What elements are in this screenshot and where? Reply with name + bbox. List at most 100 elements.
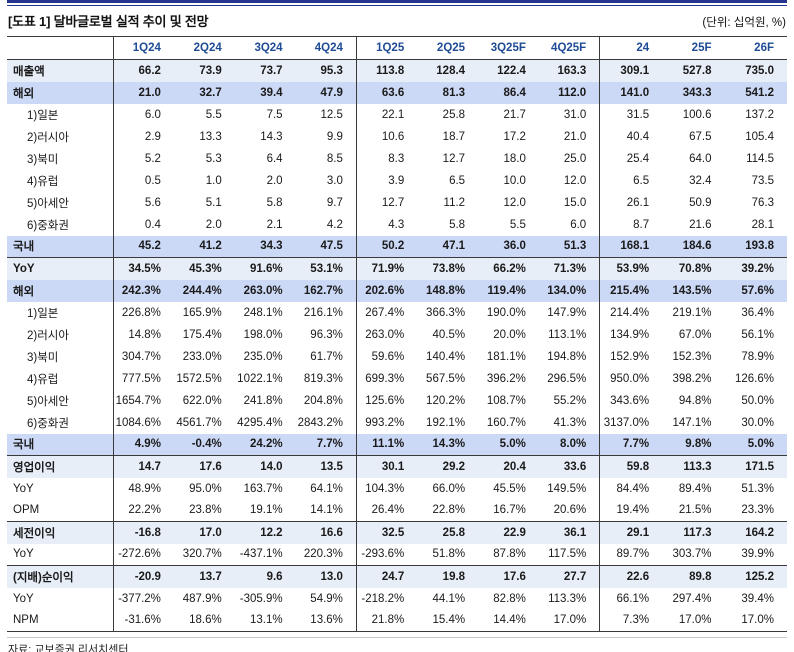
cell: 9.8% xyxy=(662,433,725,456)
table-row: 5)아세안 5.6 5.1 5.8 9.7 12.7 11.2 12.0 15.0 26.1 50.… xyxy=(7,191,787,214)
row-label: 해외 xyxy=(7,81,114,104)
row-label: 6)중화권 xyxy=(7,213,114,236)
cell: -20.9 xyxy=(113,565,174,588)
cell: 63.6 xyxy=(356,81,418,104)
cell: 14.4% xyxy=(478,609,539,632)
cell: 61.7% xyxy=(295,345,357,368)
cell: 66.2 xyxy=(113,59,174,82)
cell: 47.1 xyxy=(417,235,479,258)
column-header: 24 xyxy=(599,36,663,60)
cell: 267.4% xyxy=(356,301,418,324)
cell: 66.0% xyxy=(417,477,479,500)
cell: 67.0% xyxy=(662,323,725,346)
table-row: 2)러시아 14.8% 175.4% 198.0% 96.3% 263.0% 40.5% 20… xyxy=(7,323,787,346)
row-label: 5)아세안 xyxy=(7,389,114,412)
cell: 14.3% xyxy=(417,433,479,456)
cell: 25.4 xyxy=(599,147,663,170)
cell: 5.0% xyxy=(478,433,539,456)
cell: 12.0 xyxy=(538,169,601,192)
table-row: 4)유럽 777.5% 1572.5% 1022.1% 819.3% 699.3% 567.… xyxy=(7,367,787,390)
table-row: 국내 45.2 41.2 34.3 47.5 50.2 47.1 36.0 51.3 168.1 1… xyxy=(7,235,787,258)
cell: 94.8% xyxy=(662,389,725,412)
cell: 5.0% xyxy=(724,433,787,456)
cell: 95.3 xyxy=(295,59,357,82)
table-row: 세전이익 -16.8 17.0 12.2 16.6 32.5 25.8 22.9 36.1 29.… xyxy=(7,521,787,544)
cell: 31.0 xyxy=(538,103,601,126)
table-row: 1)일본 6.0 5.5 7.5 12.5 22.1 25.8 21.7 31.0 31.5 100… xyxy=(7,103,787,126)
cell: 181.1% xyxy=(478,345,539,368)
cell: 541.2 xyxy=(724,81,787,104)
cell: 13.0 xyxy=(295,565,357,588)
cell: 73.5 xyxy=(724,169,787,192)
header-row: 1Q24 2Q24 3Q24 4Q24 1Q25 2Q25 3Q25F 4Q25F 24 25F 2… xyxy=(7,36,787,60)
cell: 366.3% xyxy=(417,301,479,324)
cell: 7.7% xyxy=(599,433,663,456)
cell: 71.9% xyxy=(356,257,418,280)
cell: 39.4% xyxy=(724,587,787,610)
column-header: 26F xyxy=(724,36,787,60)
row-label: 2)러시아 xyxy=(7,125,114,148)
cell: 398.2% xyxy=(662,367,725,390)
row-label: 영업이익 xyxy=(7,455,114,478)
cell: 165.9% xyxy=(173,301,235,324)
cell: 993.2% xyxy=(356,411,418,434)
cell: 164.2 xyxy=(724,521,787,544)
row-label: YoY xyxy=(7,587,114,610)
cell: 20.6% xyxy=(538,499,601,522)
cell: 78.9% xyxy=(724,345,787,368)
cell: 39.2% xyxy=(724,257,787,280)
cell: 12.0 xyxy=(478,191,539,214)
cell: 134.0% xyxy=(538,279,601,302)
top-rule-thin xyxy=(7,5,787,6)
top-rule-thick xyxy=(7,0,787,3)
cell: 39.4 xyxy=(234,81,296,104)
cell: 17.0 xyxy=(173,521,235,544)
cell: 396.2% xyxy=(478,367,539,390)
cell: 622.0% xyxy=(173,389,235,412)
cell: 31.5 xyxy=(599,103,663,126)
cell: 96.3% xyxy=(295,323,357,346)
cell: 113.3 xyxy=(662,455,725,478)
cell: 50.0% xyxy=(724,389,787,412)
cell: 53.9% xyxy=(599,257,663,280)
cell: 66.2% xyxy=(478,257,539,280)
cell: 241.8% xyxy=(234,389,296,412)
cell: 235.0% xyxy=(234,345,296,368)
cell: 22.8% xyxy=(417,499,479,522)
cell: 7.3% xyxy=(599,609,663,632)
cell: 15.4% xyxy=(417,609,479,632)
table-row: 해외 21.0 32.7 39.4 47.9 63.6 81.3 86.4 112.0 141.0… xyxy=(7,81,787,104)
row-label: 해외 xyxy=(7,279,114,302)
cell: 168.1 xyxy=(599,235,663,258)
cell: 12.7 xyxy=(417,147,479,170)
cell: 193.8 xyxy=(724,235,787,258)
cell: 36.0 xyxy=(478,235,539,258)
cell: 17.0% xyxy=(724,609,787,632)
cell: 8.5 xyxy=(295,147,357,170)
cell: 22.2% xyxy=(113,499,174,522)
cell: 5.8 xyxy=(234,191,296,214)
cell: 13.3 xyxy=(173,125,235,148)
cell: 50.9 xyxy=(662,191,725,214)
cell: 148.8% xyxy=(417,279,479,302)
table-row: 6)중화권 0.4 2.0 2.1 4.2 4.3 5.8 5.5 6.0 8.7 21.6 28.1 xyxy=(7,213,787,236)
cell: 51.8% xyxy=(417,543,479,566)
row-label: 3)북미 xyxy=(7,147,114,170)
cell: 2.9 xyxy=(113,125,174,148)
table-row: 3)북미 5.2 5.3 6.4 8.5 8.3 12.7 18.0 25.0 25.4 64.0 1… xyxy=(7,147,787,170)
cell: 39.9% xyxy=(724,543,787,566)
cell: 45.3% xyxy=(173,257,235,280)
cell: 26.1 xyxy=(599,191,663,214)
cell: 34.3 xyxy=(234,235,296,258)
cell: 147.1% xyxy=(662,411,725,434)
table-row: OPM 22.2% 23.8% 19.1% 14.1% 26.4% 22.8% 16.7% 20… xyxy=(7,499,787,522)
cell: 18.0 xyxy=(478,147,539,170)
cell: 25.8 xyxy=(417,103,479,126)
cell: 23.3% xyxy=(724,499,787,522)
cell: 33.6 xyxy=(538,455,601,478)
cell: 16.7% xyxy=(478,499,539,522)
table-row: 5)아세안 1654.7% 622.0% 241.8% 204.8% 125.6% 120.… xyxy=(7,389,787,412)
cell: 699.3% xyxy=(356,367,418,390)
cell: 5.2 xyxy=(113,147,174,170)
